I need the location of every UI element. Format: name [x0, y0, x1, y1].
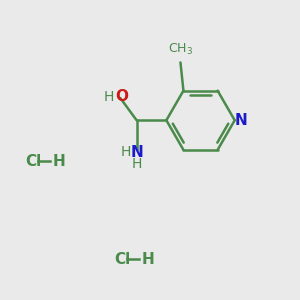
Text: Cl: Cl [114, 253, 130, 268]
Text: H: H [142, 253, 154, 268]
Text: O: O [115, 89, 128, 104]
Text: CH$_3$: CH$_3$ [168, 42, 193, 57]
Text: H: H [132, 157, 142, 171]
Text: H: H [104, 89, 114, 103]
Text: Cl: Cl [25, 154, 41, 169]
Text: N: N [131, 145, 144, 160]
Text: N: N [235, 113, 247, 128]
Text: H: H [120, 146, 130, 159]
Text: H: H [52, 154, 65, 169]
